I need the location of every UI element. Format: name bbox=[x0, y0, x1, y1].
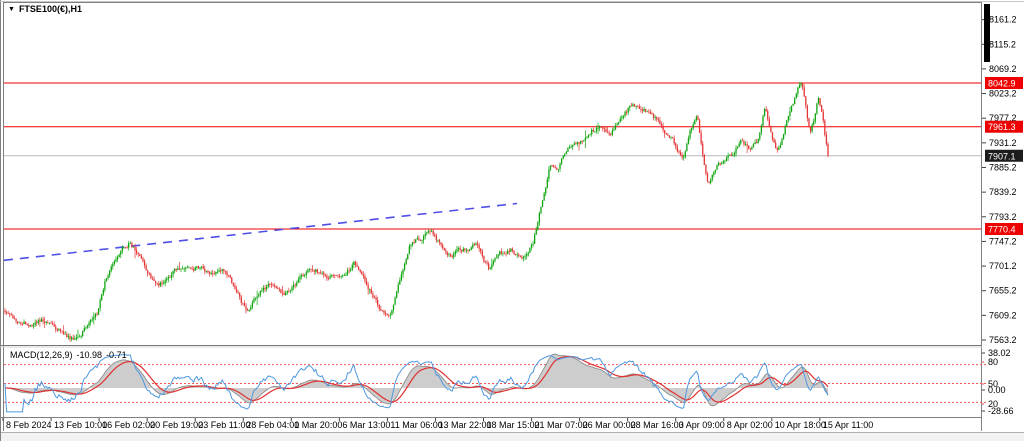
trendline[interactable] bbox=[3, 202, 518, 262]
price-badge bbox=[985, 223, 1023, 235]
price-badge-value: 7961.3 bbox=[988, 122, 1016, 132]
price-axis-label: 7609.2 bbox=[989, 310, 1017, 320]
price-axis-label: 8115.2 bbox=[989, 39, 1016, 49]
price-axis-label: 7839.2 bbox=[989, 187, 1017, 197]
indicator-scale-label: 38.02 bbox=[988, 348, 1011, 358]
price-badge-value: 7907.1 bbox=[988, 151, 1016, 161]
indicator-scale-label: 0.00 bbox=[988, 385, 1006, 395]
time-axis-label: 8 Apr 02:00 bbox=[727, 420, 773, 430]
macd-histogram-area bbox=[5, 354, 828, 406]
indicator-scale-label: 20 bbox=[988, 399, 998, 409]
time-axis-label: 15 Apr 11:00 bbox=[823, 420, 873, 430]
chevron-down-icon: ▼ bbox=[8, 6, 15, 13]
time-axis-label: 18 Mar 15:00 bbox=[487, 420, 540, 430]
scale-marker-bar bbox=[984, 4, 990, 62]
time-axis-label: 10 Apr 18:00 bbox=[775, 420, 826, 430]
price-axis-label: 7977.2 bbox=[989, 113, 1017, 123]
price-badge bbox=[985, 77, 1023, 89]
price-axis-label: 7931.2 bbox=[989, 138, 1017, 148]
bottom-strip bbox=[0, 432, 1024, 441]
macd-signal-line bbox=[4, 355, 829, 403]
price-badge bbox=[985, 120, 1023, 133]
price-axis-label: 7701.2 bbox=[989, 261, 1017, 271]
time-axis-label: 13 Feb 10:00 bbox=[54, 420, 107, 430]
time-axis-label: 16 Feb 02:00 bbox=[102, 420, 155, 430]
time-axis-label: 26 Mar 00:00 bbox=[583, 420, 636, 430]
indicator-name: MACD(12,26,9) bbox=[10, 350, 73, 360]
price-badge-value: 7770.4 bbox=[988, 225, 1016, 235]
symbol-selector[interactable]: ▼ FTSE100(€),H1 bbox=[8, 4, 82, 14]
price-axis-label: 7563.2 bbox=[989, 335, 1017, 345]
time-axis-label: 1 Mar 20:00 bbox=[294, 420, 342, 430]
indicator-value-main: -10.98 bbox=[76, 350, 103, 360]
indicator-scale-label: 50 bbox=[988, 379, 998, 389]
time-axis-label: 8 Feb 2024 bbox=[6, 420, 52, 430]
symbol-title: FTSE100(€),H1 bbox=[18, 4, 82, 14]
oscillator-blue-line bbox=[4, 354, 829, 413]
time-axis-label: 23 Feb 11:00 bbox=[198, 420, 250, 430]
price-axis-label: 7655.2 bbox=[989, 286, 1017, 296]
time-axis-label: 28 Feb 04:00 bbox=[246, 420, 299, 430]
price-axis-label: 7793.2 bbox=[989, 212, 1017, 222]
candlestick-series[interactable] bbox=[4, 82, 829, 342]
time-axis-label: 11 Mar 06:00 bbox=[390, 420, 442, 430]
indicator-value-signal: -0.71 bbox=[106, 350, 127, 360]
time-axis-label: 20 Feb 19:00 bbox=[150, 420, 203, 430]
time-axis-label: 6 Mar 13:00 bbox=[342, 420, 390, 430]
time-axis-label: 3 Apr 09:00 bbox=[679, 420, 725, 430]
macd-line bbox=[4, 353, 829, 407]
price-axis-label: 7885.2 bbox=[989, 162, 1017, 172]
time-axis-label: 28 Mar 16:00 bbox=[631, 420, 684, 430]
price-axis-label: 8023.2 bbox=[989, 89, 1017, 99]
price-axis-label: 8069.2 bbox=[989, 64, 1017, 74]
indicator-scale-label: -28.66 bbox=[988, 406, 1014, 416]
price-axis-label: 7747.2 bbox=[989, 236, 1017, 246]
price-badge-value: 8042.9 bbox=[988, 79, 1016, 89]
time-axis-label: 13 Mar 22:00 bbox=[438, 420, 491, 430]
indicator-scale-label: 80 bbox=[988, 357, 998, 367]
price-badge bbox=[985, 149, 1023, 162]
time-axis-label: 21 Mar 07:00 bbox=[535, 420, 588, 430]
price-axis-label: 8161.2 bbox=[989, 15, 1017, 25]
indicator-label: MACD(12,26,9) -10.98 -0.71 bbox=[10, 350, 131, 360]
